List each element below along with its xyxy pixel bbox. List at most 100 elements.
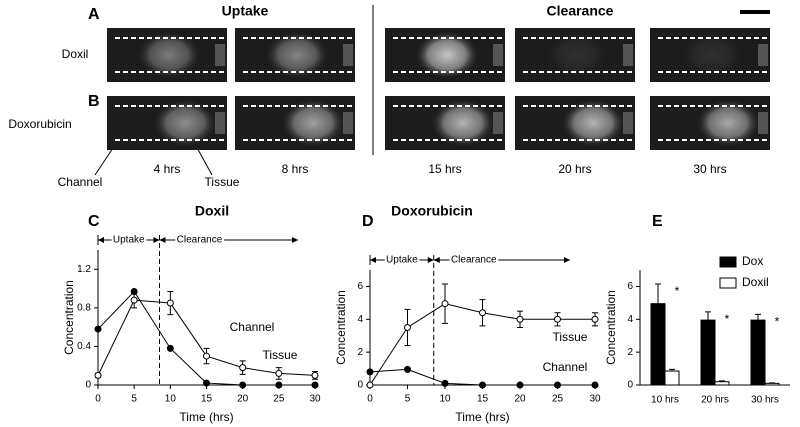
phase-label: Clearance — [177, 235, 223, 246]
y-axis-label: Concentration — [62, 280, 76, 355]
arrow-head — [564, 257, 570, 263]
x-tick-label: 10 — [165, 394, 177, 405]
data-point — [479, 381, 486, 389]
time-label: 30 hrs — [693, 162, 726, 176]
significance: * — [675, 284, 680, 298]
pointer-label: Channel — [58, 175, 103, 189]
probe — [215, 112, 225, 134]
error-bar — [755, 313, 761, 321]
series-line — [97, 290, 315, 386]
x-tick-label: 25 — [552, 394, 564, 405]
row-label: Doxorubicin — [8, 117, 71, 131]
bar — [764, 382, 780, 386]
data-point — [479, 309, 486, 317]
tissue-glow — [137, 31, 201, 79]
tissue-glow — [415, 31, 479, 79]
legend-label: Dox — [742, 254, 763, 268]
series-label: Channel — [230, 320, 275, 334]
x-tick-label: 30 — [589, 394, 601, 405]
arrow-head — [159, 237, 166, 243]
tissue-glow — [680, 31, 744, 79]
x-axis-label: Time (hrs) — [179, 410, 233, 424]
data-point — [239, 381, 247, 389]
probe — [758, 112, 768, 134]
data-point — [311, 371, 319, 379]
x-tick-label: 20 hrs — [701, 395, 729, 406]
error-bar — [719, 380, 725, 382]
data-point — [554, 381, 561, 389]
section-title: Clearance — [547, 3, 614, 19]
series-label: Tissue — [263, 348, 298, 362]
y-tick-label: 2 — [357, 347, 363, 358]
tissue-glow — [696, 99, 760, 147]
error-bar — [669, 368, 675, 372]
data-point — [404, 324, 411, 331]
bar — [664, 370, 680, 386]
significance: * — [725, 312, 730, 326]
x-tick-label: 0 — [367, 394, 373, 405]
y-tick-label: 0 — [357, 380, 363, 391]
y-tick-label: 2 — [627, 347, 633, 358]
y-tick-label: 0.8 — [77, 302, 91, 313]
tissue-glow — [431, 99, 495, 147]
data-point — [166, 344, 174, 352]
tissue-glow — [265, 31, 329, 79]
pointer-label: Tissue — [205, 175, 240, 189]
arrow-head — [370, 257, 376, 263]
y-tick-label: 4 — [627, 314, 633, 325]
time-label: 15 hrs — [428, 162, 461, 176]
time-label: 20 hrs — [558, 162, 591, 176]
data-point — [203, 379, 210, 387]
bar — [714, 381, 730, 386]
data-point — [441, 379, 449, 387]
probe — [623, 112, 633, 134]
legend-swatch — [719, 256, 737, 268]
panel-label: C — [88, 213, 100, 230]
panel-label: A — [88, 6, 100, 23]
phase-label: Uptake — [386, 255, 418, 266]
probe — [623, 44, 633, 66]
data-point — [591, 315, 599, 323]
y-tick-label: 0.4 — [77, 341, 91, 352]
data-point — [239, 364, 247, 372]
data-point — [516, 381, 524, 389]
data-point — [311, 381, 319, 389]
section-title: Uptake — [222, 3, 269, 19]
arrow-head — [427, 257, 434, 263]
time-label: 4 hrs — [154, 162, 181, 176]
data-point — [516, 315, 524, 323]
x-tick-label: 25 — [273, 394, 285, 405]
x-tick-label: 5 — [131, 394, 137, 405]
x-tick-label: 30 hrs — [751, 395, 779, 406]
bar — [650, 303, 666, 386]
arrow-head — [98, 237, 104, 243]
data-point — [554, 315, 561, 323]
time-label: 8 hrs — [282, 162, 309, 176]
bar — [700, 319, 716, 386]
data-point — [203, 352, 210, 360]
panel-label: D — [362, 213, 374, 230]
x-tick-label: 10 hrs — [651, 395, 679, 406]
tissue-glow — [153, 99, 217, 147]
probe — [758, 44, 768, 66]
x-tick-label: 15 — [477, 394, 489, 405]
tissue-glow — [561, 99, 625, 147]
probe — [343, 44, 353, 66]
x-tick-label: 30 — [309, 394, 321, 405]
data-point — [591, 381, 599, 389]
data-point — [94, 325, 102, 333]
data-point — [441, 300, 449, 308]
y-tick-label: 4 — [357, 314, 363, 325]
y-axis-label: Concentration — [604, 290, 618, 365]
phase-label: Clearance — [451, 255, 497, 266]
data-point — [366, 381, 374, 389]
significance: * — [775, 315, 780, 329]
chart-title: Doxorubicin — [391, 203, 473, 219]
data-point — [130, 296, 138, 304]
data-point — [166, 299, 174, 307]
data-point — [130, 287, 138, 295]
y-axis-label: Concentration — [334, 290, 348, 365]
error-bar — [655, 283, 661, 304]
legend-swatch — [719, 277, 737, 289]
